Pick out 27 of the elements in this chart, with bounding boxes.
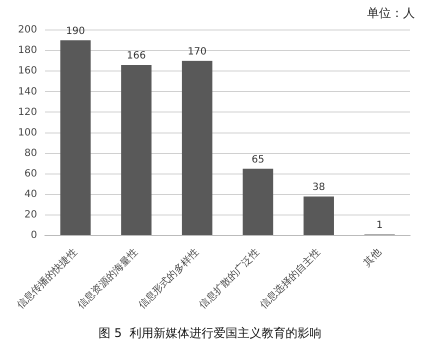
x-tick-label: 其他 xyxy=(360,246,384,269)
y-tick-label: 160 xyxy=(18,66,38,77)
bar xyxy=(304,196,334,236)
data-label: 166 xyxy=(126,50,146,62)
y-tick-label: 120 xyxy=(18,106,38,118)
y-tick-label: 60 xyxy=(24,168,38,180)
bar xyxy=(121,64,152,236)
y-tick-label: 40 xyxy=(24,189,38,200)
y-tick-label: 20 xyxy=(24,210,38,221)
bar xyxy=(182,60,212,236)
text: 图 5 利用新媒体进行爱国主义教育的影响 xyxy=(98,326,322,340)
data-label: 190 xyxy=(66,26,86,37)
text: 单位：人 xyxy=(367,6,415,20)
data-label: 38 xyxy=(312,182,326,194)
x-tick-label: 信息传播的快捷性 xyxy=(14,246,80,312)
bar xyxy=(60,40,91,236)
x-tick-label: 信息选择的自主性 xyxy=(258,246,323,312)
y-tick-label: 0 xyxy=(30,230,38,242)
y-tick-label: 80 xyxy=(24,148,38,159)
y-tick-label: 100 xyxy=(18,127,38,138)
data-label: 65 xyxy=(252,154,264,166)
y-tick-label: 140 xyxy=(18,86,38,98)
y-tick-label: 200 xyxy=(18,24,38,36)
bar xyxy=(242,168,274,236)
data-label: 1 xyxy=(376,220,383,232)
y-tick-label: 180 xyxy=(18,45,38,56)
data-label: 170 xyxy=(188,46,207,58)
